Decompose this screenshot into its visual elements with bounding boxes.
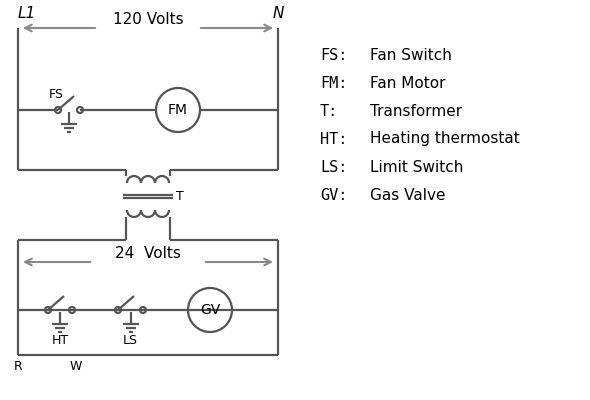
Text: Fan Motor: Fan Motor: [370, 76, 445, 90]
Text: GV: GV: [200, 303, 220, 317]
Text: Limit Switch: Limit Switch: [370, 160, 463, 174]
Text: FM:: FM:: [320, 76, 348, 90]
Text: FS: FS: [48, 88, 64, 100]
Text: FS:: FS:: [320, 48, 348, 62]
Text: LS: LS: [123, 334, 138, 348]
Text: HT: HT: [51, 334, 68, 348]
Text: T:: T:: [320, 104, 338, 118]
Text: N: N: [273, 6, 284, 22]
Text: R: R: [14, 360, 22, 374]
Text: LS:: LS:: [320, 160, 348, 174]
Text: 120 Volts: 120 Volts: [113, 12, 183, 28]
Text: GV:: GV:: [320, 188, 348, 202]
Text: Fan Switch: Fan Switch: [370, 48, 452, 62]
Text: FM: FM: [168, 103, 188, 117]
Text: Heating thermostat: Heating thermostat: [370, 132, 520, 146]
Text: W: W: [70, 360, 82, 374]
Text: Gas Valve: Gas Valve: [370, 188, 445, 202]
Text: Transformer: Transformer: [370, 104, 462, 118]
Text: HT:: HT:: [320, 132, 348, 146]
Text: L1: L1: [18, 6, 36, 22]
Text: 24  Volts: 24 Volts: [115, 246, 181, 260]
Text: T: T: [176, 190, 183, 203]
